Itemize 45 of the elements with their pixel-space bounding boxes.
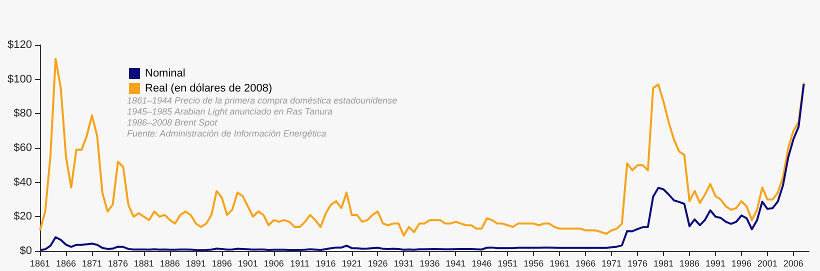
annotation: 1861–1944 Precio de la primera compra doméstica estadounidense bbox=[127, 96, 398, 106]
x-tick-label: 1916 bbox=[316, 258, 336, 268]
x-tick-label: 1981 bbox=[654, 258, 674, 268]
y-tick-label: $40 bbox=[14, 176, 32, 188]
x-tick-label: 1891 bbox=[186, 258, 206, 268]
x-tick-label: 2001 bbox=[757, 258, 778, 268]
y-tick-label: $0 bbox=[20, 245, 32, 257]
x-tick-label: 1931 bbox=[394, 258, 414, 268]
x-tick-label: 2006 bbox=[783, 258, 804, 268]
y-tick-label: $80 bbox=[14, 108, 32, 120]
annotation: 1986–2008 Brent Spot bbox=[127, 118, 218, 128]
y-tick-label: $120 bbox=[8, 39, 32, 51]
x-tick-label: 1881 bbox=[134, 258, 154, 268]
x-tick-label: 1991 bbox=[705, 258, 726, 268]
y-tick-label: $60 bbox=[14, 142, 32, 154]
y-tick-label: $100 bbox=[8, 73, 32, 86]
x-tick-label: 1871 bbox=[82, 258, 102, 268]
x-tick-label: 1876 bbox=[108, 258, 128, 268]
x-tick-label: 1901 bbox=[238, 258, 258, 268]
x-tick-label: 1971 bbox=[602, 258, 622, 268]
x-tick-label: 1941 bbox=[446, 258, 466, 268]
x-tick-label: 1886 bbox=[160, 258, 180, 268]
x-tick-label: 1866 bbox=[56, 258, 76, 268]
annotation: 1945–1985 Arabian Light anunciado en Ras Tanura bbox=[127, 106, 332, 116]
x-tick-label: 1946 bbox=[472, 258, 492, 268]
x-tick-label: 1906 bbox=[264, 258, 284, 268]
x-tick-label: 1956 bbox=[524, 258, 544, 268]
x-tick-label: 1951 bbox=[498, 258, 518, 268]
x-tick-label: 1926 bbox=[368, 258, 388, 268]
x-tick-label: 1911 bbox=[290, 258, 310, 268]
x-tick-label: 1966 bbox=[576, 258, 596, 268]
annotation: Fuente: Administración de Información Energética bbox=[127, 128, 326, 138]
y-tick-label: $20 bbox=[14, 210, 32, 223]
line-series bbox=[39, 82, 805, 252]
x-tick-label: 1861 bbox=[30, 258, 50, 268]
x-tick-label: 1936 bbox=[420, 258, 440, 268]
x-tick-label: 1976 bbox=[628, 258, 648, 268]
x-tick-label: 1986 bbox=[679, 258, 700, 268]
x-tick-label: 1896 bbox=[212, 258, 232, 268]
x-tick-label: 1921 bbox=[342, 258, 362, 268]
x-tick-label: 1961 bbox=[550, 258, 570, 268]
legend-label: Nominal bbox=[145, 68, 186, 80]
legend-label: Real (en dólares de 2008) bbox=[145, 82, 272, 94]
x-tick-label: 1996 bbox=[731, 258, 752, 268]
line-series bbox=[39, 58, 805, 237]
